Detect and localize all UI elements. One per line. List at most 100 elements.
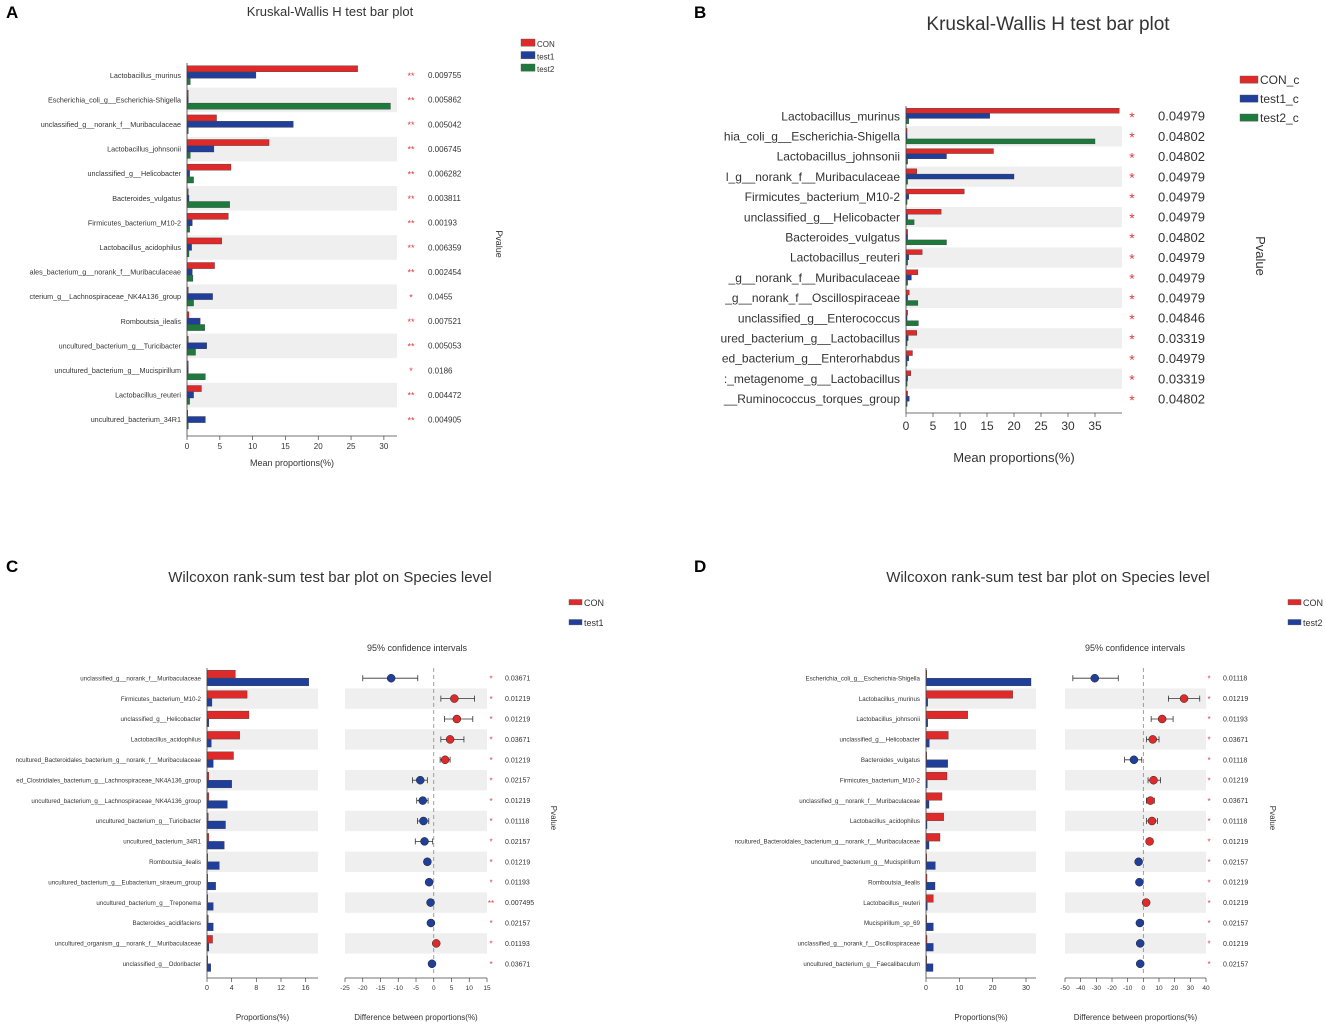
p-value: 0.01219 (1223, 941, 1248, 948)
ci-point (1179, 694, 1189, 703)
significance-mark: ** (407, 342, 415, 352)
row-stripe (906, 368, 1122, 389)
panel-b: B Kruskal-Wallis H test bar plot CON_ctes… (694, 3, 1299, 465)
significance-mark: ** (407, 194, 415, 204)
x-tick-label: 15 (281, 442, 290, 451)
row-stripe (1065, 770, 1206, 791)
significance-mark: * (489, 878, 492, 887)
p-value: 0.04979 (1158, 189, 1205, 204)
p-value: 0.0455 (428, 293, 453, 302)
significance-mark: * (1207, 756, 1210, 765)
p-value: 0.04802 (1158, 149, 1205, 164)
bar-con_c (905, 108, 1120, 114)
legend-swatch (1239, 94, 1259, 103)
chart-title: Wilcoxon rank-sum test bar plot on Speci… (168, 569, 491, 586)
x-tick-label: 8 (254, 985, 258, 992)
bar-con (206, 751, 234, 760)
p-value: 0.02157 (505, 839, 530, 846)
row-stripe (1065, 688, 1206, 709)
p-value: 0.04802 (1158, 129, 1205, 144)
category-label: Romboutsia_ilealis (149, 859, 201, 866)
ci-x-tick-label: 5 (450, 985, 454, 992)
p-value: 0.04979 (1158, 210, 1205, 225)
bar-test2 (925, 861, 936, 870)
significance-mark: * (1129, 109, 1135, 125)
legend-label: test1 (537, 53, 555, 62)
row-stripe (207, 892, 318, 913)
pvalue-axis-title: Pvalue (494, 230, 504, 258)
bar-con (925, 772, 948, 781)
bar-test2_c (905, 118, 909, 124)
ci-x-axis-label: Difference between proportions(%) (354, 1013, 478, 1022)
significance-mark: * (1207, 736, 1210, 745)
category-label: Romboutsia_ilealis (121, 317, 182, 326)
legend-swatch (1287, 619, 1302, 626)
chart-title: Kruskal-Wallis H test bar plot (247, 4, 414, 19)
x-axis-label: Proportions(%) (954, 1013, 1008, 1022)
significance-mark: ** (407, 415, 415, 425)
p-value: 0.01118 (1223, 757, 1247, 764)
ci-x-tick-label: -40 (1076, 985, 1086, 992)
x-tick-label: 5 (930, 419, 937, 433)
category-label: Bacteroides_acidifaciens (133, 920, 201, 927)
row-stripe (207, 770, 318, 791)
p-value: 0.03319 (1158, 331, 1205, 346)
ci-point (1134, 857, 1143, 867)
row-stripe (345, 810, 487, 832)
bar-test1 (186, 317, 201, 325)
bar-test1 (206, 922, 214, 931)
p-value: 0.002454 (428, 268, 462, 277)
bar-test2 (925, 739, 930, 748)
ci-x-tick-label: 0 (1142, 985, 1146, 992)
row-stripe (926, 770, 1036, 791)
significance-mark: * (489, 817, 492, 826)
p-value: 0.03671 (1223, 737, 1248, 744)
row-stripe (207, 810, 318, 832)
significance-mark: * (489, 919, 492, 928)
p-value: 0.006745 (428, 145, 462, 154)
bar-con (206, 690, 248, 699)
row-stripe (187, 333, 397, 359)
pvalue-axis-title: Pvalue (1253, 236, 1268, 276)
p-value: 0.00193 (428, 219, 457, 228)
bar-con (186, 385, 202, 392)
x-tick-label: 35 (1088, 419, 1102, 433)
p-value: 0.03671 (505, 737, 530, 744)
significance-mark: * (1207, 695, 1210, 704)
category-label: uncultured_bacterium_g__Treponema (96, 900, 201, 907)
legend-swatch (1239, 75, 1259, 84)
p-value: 0.01193 (1223, 716, 1248, 723)
bar-test2 (925, 678, 1032, 687)
ci-x-tick-label: 15 (483, 985, 491, 992)
ci-point (445, 735, 455, 744)
bar-con (925, 710, 968, 719)
significance-mark: * (1207, 776, 1210, 785)
category-label: unclassified_g__Enterococcus (738, 311, 900, 325)
p-value: 0.01219 (505, 859, 530, 866)
row-stripe (207, 851, 318, 872)
bar-test1 (186, 342, 207, 349)
bar-test2 (925, 963, 934, 972)
bar-con_c (905, 350, 913, 356)
row-stripe (1065, 810, 1206, 832)
category-label: Lactobacillus_acidophilus (131, 737, 201, 744)
bar-con_c (905, 188, 965, 195)
p-value: 0.006282 (428, 170, 462, 179)
p-value: 0.004472 (428, 391, 462, 400)
p-value: 0.01219 (505, 716, 530, 723)
bar-con (925, 812, 944, 821)
bar-test1 (206, 861, 220, 870)
p-value: 0.005042 (428, 120, 462, 129)
ci-title: 95% confidence intervals (1085, 643, 1186, 653)
category-label: uncultured_bacterium_34R1 (91, 415, 181, 424)
ci-x-tick-label: -15 (376, 985, 386, 992)
bar-con (186, 237, 222, 245)
significance-mark: * (1129, 372, 1135, 388)
ci-point (1141, 898, 1151, 907)
x-axis-label: Mean proportions(%) (953, 450, 1074, 465)
ci-x-tick-label: -10 (1123, 985, 1133, 992)
category-label: Lactobacillus_johnsonii (856, 716, 920, 723)
bar-test1 (206, 963, 211, 972)
p-value: 0.04979 (1158, 250, 1205, 265)
